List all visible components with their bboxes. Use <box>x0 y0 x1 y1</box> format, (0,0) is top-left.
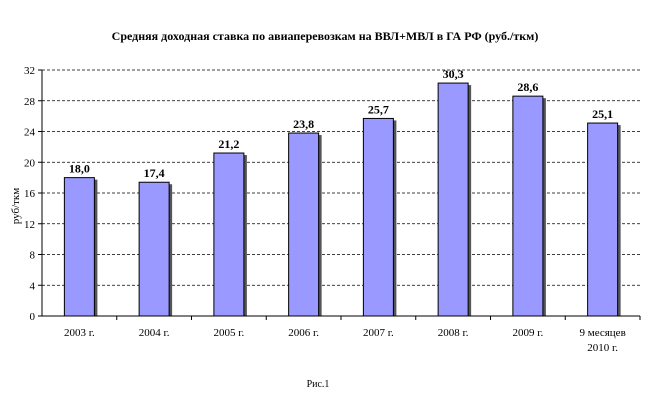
data-label: 25,1 <box>592 107 613 121</box>
figure-caption: Рис.1 <box>307 379 330 390</box>
data-label: 25,7 <box>368 102 389 116</box>
bar <box>587 122 619 317</box>
y-tick-label: 28 <box>24 96 36 108</box>
y-tick-label: 20 <box>24 157 36 169</box>
data-label: 21,2 <box>218 137 239 151</box>
data-label: 18,0 <box>69 162 90 176</box>
data-label: 30,3 <box>443 67 464 81</box>
x-tick-label: 2010 г. <box>587 342 618 354</box>
y-tick-label: 0 <box>30 311 36 323</box>
y-axis-label: руб/ткм <box>10 188 22 225</box>
x-tick-label: 2004 г. <box>139 327 170 339</box>
chart-title: Средняя доходная ставка по авиаперевозка… <box>112 29 539 43</box>
x-tick-label: 9 месяцев <box>579 327 625 339</box>
x-tick-label: 2003 г. <box>64 327 95 339</box>
y-tick-label: 4 <box>30 280 36 292</box>
y-tick-label: 16 <box>24 188 36 200</box>
x-tick-label: 2005 г. <box>213 327 244 339</box>
data-label: 17,4 <box>144 166 165 180</box>
axes: 0 4 8 12 16 20 24 28 32 2003 г. 2004 г. 2005 г. 2006… <box>24 65 641 354</box>
bar <box>288 132 320 317</box>
y-tick-label: 12 <box>24 219 35 231</box>
bar <box>512 95 544 317</box>
gridlines <box>42 69 640 286</box>
bar <box>138 181 170 317</box>
bar <box>362 117 394 317</box>
bar <box>213 152 245 317</box>
y-tick-label: 24 <box>24 127 36 139</box>
data-label: 23,8 <box>293 117 314 131</box>
y-tick-label: 32 <box>24 65 35 77</box>
x-tick-label: 2009 г. <box>512 327 543 339</box>
data-label: 28,6 <box>517 80 538 94</box>
x-tick-label: 2008 г. <box>438 327 469 339</box>
bar <box>437 82 469 317</box>
bar <box>63 177 95 317</box>
y-tick-label: 8 <box>30 250 36 262</box>
x-tick-label: 2006 г. <box>288 327 319 339</box>
bars: 18,0 17,4 21,2 23,8 25,7 30,3 28,6 25,1 <box>63 67 621 317</box>
x-tick-label: 2007 г. <box>363 327 394 339</box>
